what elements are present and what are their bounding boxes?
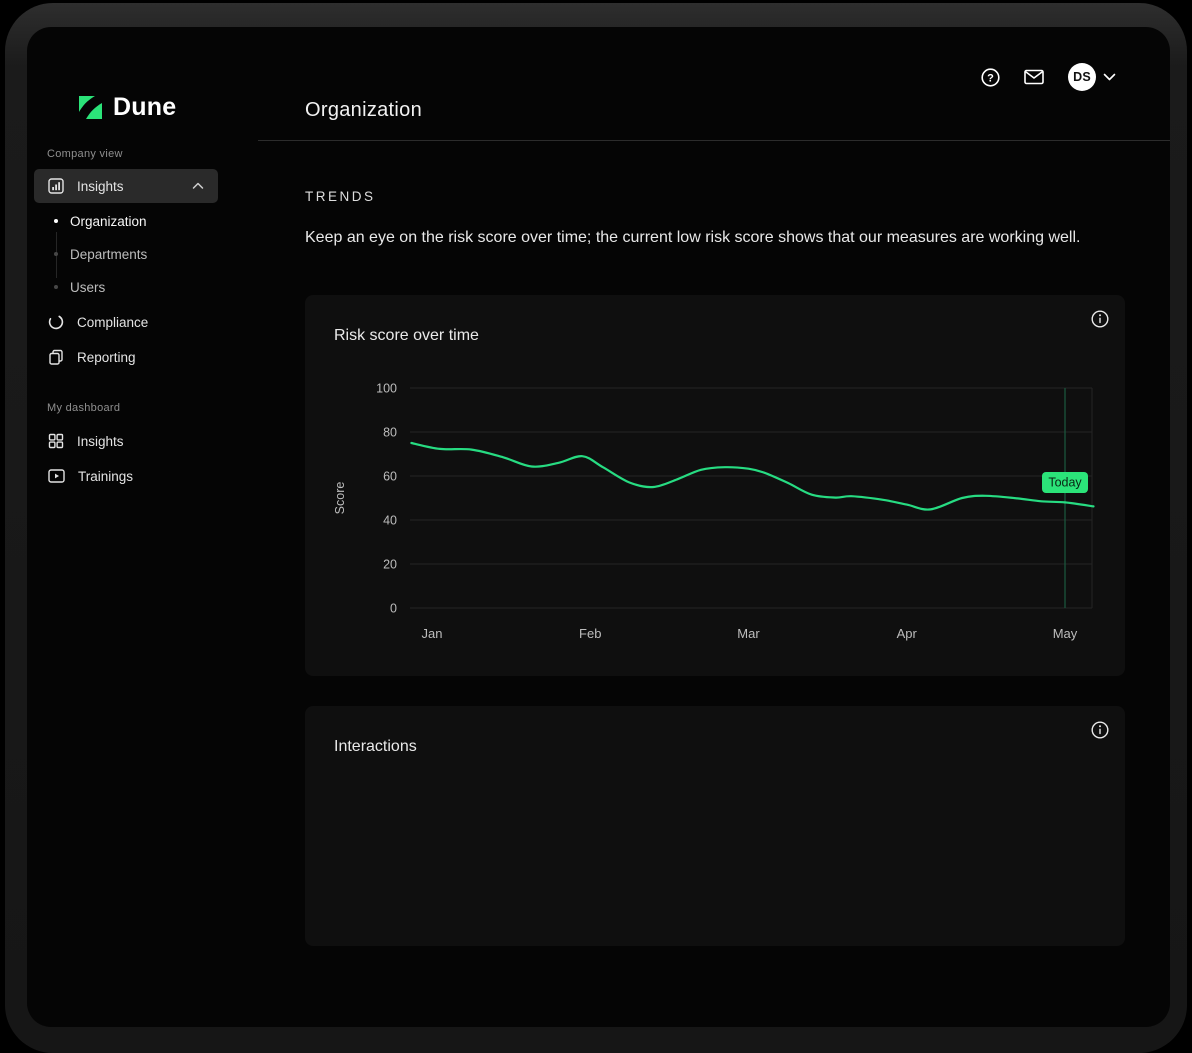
account-menu[interactable]: DS <box>1068 63 1116 91</box>
sidebar-subitem-departments[interactable]: Departments <box>70 242 147 266</box>
interactions-card: Interactions <box>305 706 1125 946</box>
dune-logo-icon <box>79 96 102 119</box>
sidebar-item-insights[interactable]: Insights <box>34 169 218 203</box>
reporting-copy-icon <box>49 349 63 365</box>
sidebar-item-label: Trainings <box>78 468 134 484</box>
help-icon: ? <box>981 67 1000 87</box>
logo-text: Dune <box>113 93 177 121</box>
svg-text:Apr: Apr <box>897 626 918 641</box>
svg-text:Feb: Feb <box>579 626 601 641</box>
subnav-label: Users <box>70 279 106 295</box>
compliance-icon <box>48 314 64 330</box>
svg-text:Score: Score <box>333 482 347 515</box>
info-button[interactable] <box>1090 720 1110 740</box>
info-button[interactable] <box>1090 309 1110 329</box>
subnav-label: Organization <box>70 213 147 229</box>
svg-text:80: 80 <box>383 426 397 440</box>
bullet-dot <box>54 285 58 289</box>
trainings-video-icon <box>48 469 65 483</box>
card-title: Risk score over time <box>334 327 479 344</box>
chevron-up-icon <box>192 182 204 189</box>
sidebar-item-my-insights[interactable]: Insights <box>34 429 218 453</box>
svg-text:40: 40 <box>383 514 397 528</box>
svg-text:?: ? <box>987 72 994 84</box>
sidebar-item-reporting[interactable]: Reporting <box>34 345 218 369</box>
svg-text:Mar: Mar <box>737 626 760 641</box>
bullet-dot <box>54 252 58 256</box>
logo[interactable]: Dune <box>77 93 176 122</box>
svg-text:May: May <box>1053 626 1078 641</box>
subnav-label: Departments <box>70 246 148 262</box>
sidebar-subitem-users[interactable]: Users <box>70 275 105 299</box>
sidebar-item-label: Reporting <box>77 349 136 365</box>
chevron-down-icon <box>1103 73 1116 81</box>
avatar: DS <box>1068 63 1096 91</box>
sidebar-item-label: Compliance <box>77 314 149 330</box>
risk-score-card: Risk score over time 0 20 40 60 80 100 Score Ja… <box>305 295 1125 676</box>
header-divider <box>258 140 1170 141</box>
app-screen: ? DS Dun <box>27 27 1170 1027</box>
svg-text:100: 100 <box>376 382 397 396</box>
my-dashboard-label: My dashboard <box>47 402 121 414</box>
device-bezel: ? DS Dun <box>5 3 1187 1053</box>
sidebar-item-trainings[interactable]: Trainings <box>34 464 218 488</box>
trends-description: Keep an eye on the risk score over time;… <box>305 229 1081 246</box>
sidebar-item-label: Insights <box>77 178 124 194</box>
svg-text:Jan: Jan <box>422 626 443 641</box>
sidebar-subitem-organization[interactable]: Organization <box>70 209 147 233</box>
bullet-dot <box>54 219 58 223</box>
topbar-actions: ? DS <box>981 63 1116 91</box>
today-badge: Today <box>1042 472 1088 493</box>
insights-chart-icon <box>48 178 64 194</box>
company-view-label: Company view <box>47 148 123 160</box>
info-icon <box>1091 310 1109 328</box>
risk-score-chart: 0 20 40 60 80 100 Score Jan Feb Mar Apr May Today <box>333 382 1095 641</box>
svg-text:20: 20 <box>383 558 397 572</box>
sidebar: Dune Company view Insights Organi <box>27 27 258 1027</box>
sidebar-item-compliance[interactable]: Compliance <box>34 310 218 334</box>
svg-text:0: 0 <box>390 602 397 616</box>
messages-button[interactable] <box>1024 69 1044 85</box>
info-icon <box>1091 721 1109 739</box>
svg-text:60: 60 <box>383 470 397 484</box>
help-button[interactable]: ? <box>981 67 1000 87</box>
trends-heading: TRENDS <box>305 189 376 204</box>
sidebar-item-label: Insights <box>77 433 124 449</box>
mail-icon <box>1024 69 1044 85</box>
page-title: Organization <box>305 99 422 121</box>
grid-icon <box>48 433 64 449</box>
card-title: Interactions <box>334 738 417 755</box>
svg-text:Today: Today <box>1048 476 1082 490</box>
